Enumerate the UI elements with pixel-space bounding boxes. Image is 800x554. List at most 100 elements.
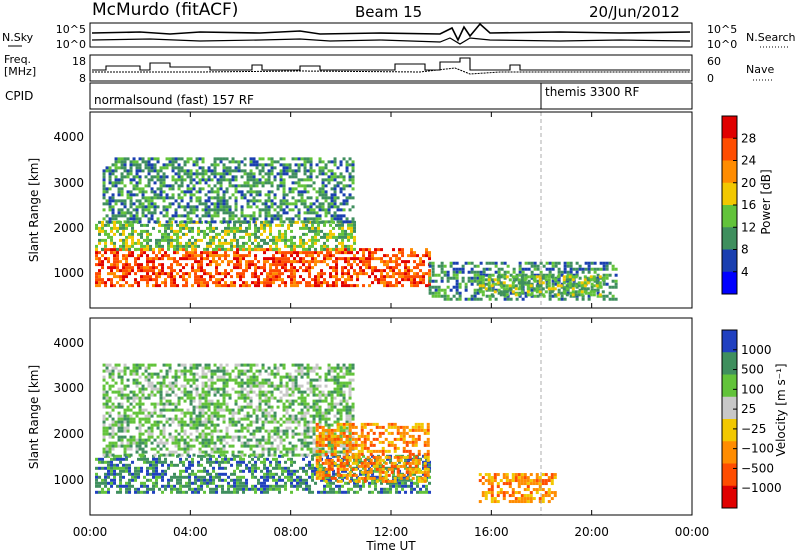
heatmap-cell — [333, 214, 337, 218]
heatmap-cell — [508, 278, 512, 282]
heatmap-cell — [296, 478, 300, 482]
heatmap-cell — [113, 260, 117, 264]
heatmap-cell — [188, 472, 192, 476]
heatmap-cell — [180, 199, 184, 203]
heatmap-cell — [338, 235, 342, 239]
heatmap-cell — [225, 220, 229, 224]
heatmap-cell — [234, 429, 238, 433]
heatmap-cell — [236, 490, 240, 494]
heatmap-cell — [191, 254, 195, 258]
heatmap-cell — [577, 281, 581, 285]
heatmap-cell — [305, 226, 309, 230]
heatmap-cell — [183, 375, 187, 379]
heatmap-cell — [308, 229, 312, 233]
heatmap-cell — [329, 257, 333, 261]
heatmap-cell — [201, 384, 205, 388]
heatmap-cell — [297, 199, 301, 203]
heatmap-cell — [128, 284, 132, 288]
heatmap-cell — [146, 241, 150, 245]
heatmap-cell — [470, 282, 474, 286]
heatmap-cell — [350, 226, 354, 230]
heatmap-cell — [371, 281, 375, 285]
heatmap-cell — [563, 264, 567, 268]
heatmap-cell — [168, 387, 172, 391]
heatmap-cell — [207, 178, 211, 182]
heatmap-cell — [161, 223, 165, 227]
heatmap-cell — [224, 229, 228, 233]
heatmap-cell — [532, 287, 536, 291]
heatmap-cell — [215, 254, 219, 258]
heatmap-cell — [329, 484, 333, 488]
heatmap-cell — [392, 484, 396, 488]
heatmap-cell — [215, 266, 219, 270]
heatmap-cell — [335, 244, 339, 248]
heatmap-cell — [330, 199, 334, 203]
heatmap-cell — [119, 244, 123, 248]
heatmap-cell — [180, 175, 184, 179]
heatmap-cell — [150, 411, 154, 415]
heatmap-cell — [98, 226, 102, 230]
heatmap-cell — [218, 263, 222, 267]
heatmap-cell — [321, 190, 325, 194]
heatmap-cell — [281, 266, 285, 270]
heatmap-cell — [285, 211, 289, 215]
heatmap-cell — [108, 172, 112, 176]
heatmap-cell — [114, 181, 118, 185]
heatmap-cell — [171, 390, 175, 394]
heatmap-cell — [167, 226, 171, 230]
heatmap-cell — [365, 260, 369, 264]
heatmap-cell — [275, 487, 279, 491]
heatmap-cell — [551, 261, 555, 265]
heatmap-cell — [242, 484, 246, 488]
heatmap-cell — [473, 276, 477, 280]
heatmap-cell — [529, 275, 533, 279]
heatmap-cell — [113, 248, 117, 252]
heatmap-cell — [320, 235, 324, 239]
heatmap-cell — [599, 261, 603, 265]
heatmap-cell — [574, 284, 578, 288]
heatmap-cell — [155, 472, 159, 476]
heatmap-cell — [508, 284, 512, 288]
heatmap-cell — [278, 463, 282, 467]
heatmap-cell — [192, 372, 196, 376]
heatmap-cell — [566, 261, 570, 265]
heatmap-cell — [111, 181, 115, 185]
heatmap-cell — [227, 490, 231, 494]
heatmap-cell — [122, 257, 126, 261]
heatmap-cell — [117, 178, 121, 182]
heatmap-cell — [174, 178, 178, 182]
heatmap-cell — [200, 238, 204, 242]
heatmap-cell — [207, 208, 211, 212]
heatmap-cell — [326, 263, 330, 267]
heatmap-cell — [222, 169, 226, 173]
heatmap-cell — [269, 269, 273, 273]
heatmap-cell — [125, 248, 129, 252]
heatmap-cell — [296, 244, 300, 248]
heatmap-cell — [257, 266, 261, 270]
heatmap-cell — [240, 175, 244, 179]
heatmap-cell — [141, 450, 145, 454]
heatmap-cell — [342, 175, 346, 179]
heatmap-cell — [452, 267, 456, 271]
heatmap-cell — [263, 251, 267, 255]
heatmap-cell — [114, 160, 118, 164]
heatmap-cell — [556, 281, 560, 285]
heatmap-cell — [165, 196, 169, 200]
heatmap-cell — [255, 426, 259, 430]
heatmap-cell — [260, 223, 264, 227]
heatmap-cell — [222, 157, 226, 161]
heatmap-cell — [189, 175, 193, 179]
heatmap-cell — [467, 261, 471, 265]
heatmap-cell — [140, 469, 144, 473]
heatmap-cell — [186, 453, 190, 457]
heatmap-cell — [568, 281, 572, 285]
heatmap-cell — [282, 208, 286, 212]
heatmap-cell — [602, 273, 606, 277]
heatmap-cell — [308, 466, 312, 470]
heatmap-cell — [261, 157, 265, 161]
cpid-segment-1: normalsound (fast) 157 RF — [94, 93, 254, 107]
heatmap-cell — [198, 420, 202, 424]
heatmap-cell — [257, 260, 261, 264]
heatmap-cell — [168, 435, 172, 439]
heatmap-cell — [260, 469, 264, 473]
